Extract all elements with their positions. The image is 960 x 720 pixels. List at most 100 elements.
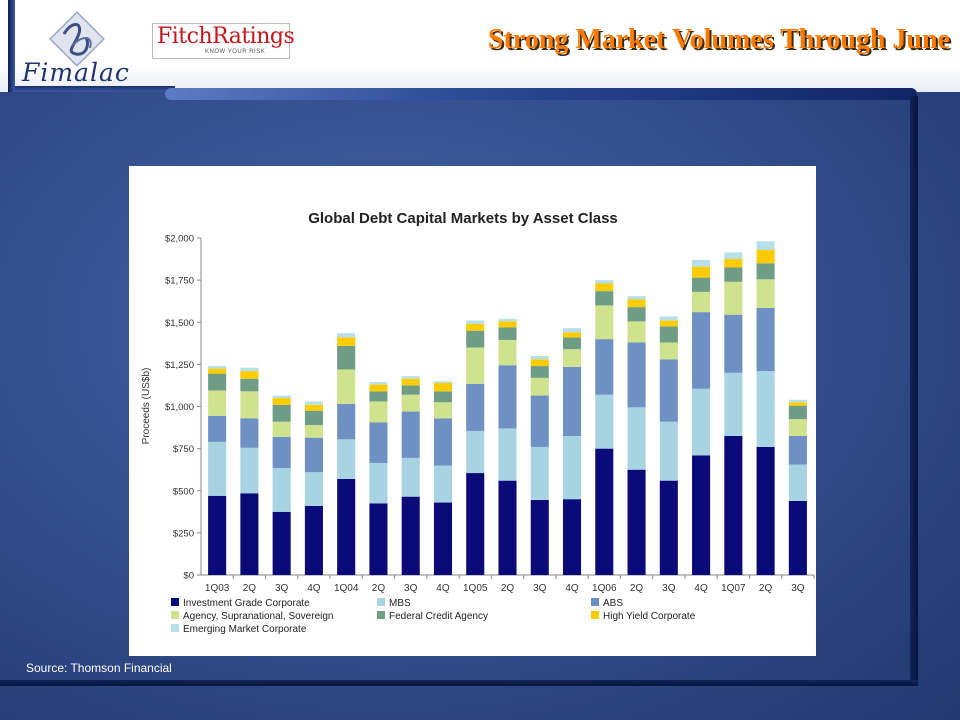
bar-segment xyxy=(692,388,711,456)
y-tick-label: $250 xyxy=(173,528,194,539)
bar-segment xyxy=(659,359,678,422)
bar-segment xyxy=(433,391,453,403)
x-tick-label: 2Q xyxy=(372,583,386,594)
bar-segment xyxy=(433,382,453,392)
bar-segment xyxy=(530,359,549,367)
bar-segment xyxy=(724,259,743,268)
bar-segment xyxy=(401,376,420,379)
bar-segment xyxy=(562,499,582,575)
bar-segment xyxy=(498,428,517,481)
bar-segment xyxy=(530,395,549,447)
legend-swatch xyxy=(171,598,179,606)
bar-segment xyxy=(692,291,711,313)
legend-swatch xyxy=(171,611,179,619)
bar-segment xyxy=(208,373,227,391)
bar-segment xyxy=(627,307,646,322)
x-tick-label: 3Q xyxy=(791,583,805,594)
bar-segment xyxy=(595,305,614,340)
bar-segment xyxy=(272,398,291,405)
legend-label: Investment Grade Corporate xyxy=(183,598,310,609)
x-tick-label: 1Q05 xyxy=(463,583,488,594)
x-tick-label: 2Q xyxy=(630,583,644,594)
bar-segment xyxy=(788,419,807,436)
bar-segment xyxy=(304,410,323,426)
bar-segment xyxy=(756,249,775,264)
bar-segment xyxy=(562,349,582,367)
bar-segment xyxy=(304,425,323,438)
x-tick-label: 1Q07 xyxy=(721,583,746,594)
bar-segment xyxy=(498,365,517,429)
bar-segment xyxy=(595,339,614,395)
chart-panel: Global Debt Capital Markets by Asset Cla… xyxy=(129,166,816,656)
y-tick-label: $0 xyxy=(183,571,194,582)
bar-segment xyxy=(659,342,678,360)
bar-segment xyxy=(240,371,259,379)
x-tick-label: 3Q xyxy=(533,583,547,594)
bar-segment xyxy=(304,472,323,506)
bar-segment xyxy=(627,407,646,470)
bar-segment xyxy=(595,394,614,449)
bar-segment xyxy=(272,468,291,512)
bar-segment xyxy=(756,279,775,308)
bar-segment xyxy=(659,421,678,481)
page-title: Strong Market Volumes Through June xyxy=(487,24,950,55)
legend-label: Emerging Market Corporate xyxy=(183,624,307,635)
bar-segment xyxy=(562,435,582,500)
bar-segment xyxy=(401,496,420,575)
bar-segment xyxy=(498,321,517,328)
bar-segment xyxy=(337,337,356,346)
bar-segment xyxy=(208,368,227,374)
bar-segment xyxy=(433,465,453,503)
bar-segment xyxy=(208,441,227,496)
bar-segment xyxy=(369,391,388,402)
bar-segment xyxy=(337,403,356,440)
bar-segment xyxy=(788,405,807,420)
fitch-ratings-logo: FitchRatings KNOW YOUR RISK xyxy=(152,23,295,59)
bar-segment xyxy=(788,402,807,406)
y-tick-label: $1,750 xyxy=(165,276,194,287)
bar-segment xyxy=(724,252,743,260)
bar-segment xyxy=(498,480,517,575)
bar-segment xyxy=(272,421,291,437)
bar-segment xyxy=(692,312,711,389)
bar-segment xyxy=(659,480,678,575)
bar-segment xyxy=(401,457,420,497)
bar-segment xyxy=(208,390,227,416)
bar-segment xyxy=(788,500,807,575)
fitch-ratings-wordmark: FitchRatings xyxy=(157,24,295,49)
bar-segment xyxy=(595,280,614,284)
y-axis-label: Proceeds (US$b) xyxy=(141,368,152,445)
legend-label: ABS xyxy=(603,598,623,609)
source-note: Source: Thomson Financial xyxy=(26,661,172,675)
y-tick-label: $1,250 xyxy=(165,360,194,371)
bar-segment xyxy=(240,447,259,494)
bar-segment xyxy=(498,327,517,340)
x-tick-label: 4Q xyxy=(436,583,450,594)
bar-segment xyxy=(724,314,743,373)
bar-segment xyxy=(724,267,743,282)
bar-segment xyxy=(659,320,678,327)
legend-swatch xyxy=(591,598,599,606)
legend-label: High Yield Corporate xyxy=(603,611,696,622)
x-tick-label: 1Q03 xyxy=(205,583,230,594)
x-tick-label: 4Q xyxy=(694,583,708,594)
bar-segment xyxy=(304,404,323,411)
bar-segment xyxy=(433,502,453,575)
bar-segment xyxy=(304,401,323,405)
bar-segment xyxy=(692,259,711,267)
bar-segment xyxy=(595,448,614,575)
bar-segment xyxy=(240,493,259,575)
bar-segment xyxy=(240,418,259,448)
bar-segment xyxy=(433,418,453,466)
bar-segment xyxy=(692,455,711,575)
bar-segment xyxy=(627,469,646,575)
chart-title: Global Debt Capital Markets by Asset Cla… xyxy=(308,210,618,227)
x-tick-label: 2Q xyxy=(501,583,515,594)
header-frame-bottom xyxy=(15,86,175,92)
bar-segment xyxy=(272,404,291,422)
bar-segment xyxy=(562,332,582,338)
fimalac-logo xyxy=(49,11,105,67)
y-tick-label: $1,500 xyxy=(165,318,194,329)
bar-segment xyxy=(337,439,356,479)
bar-segment xyxy=(724,281,743,315)
